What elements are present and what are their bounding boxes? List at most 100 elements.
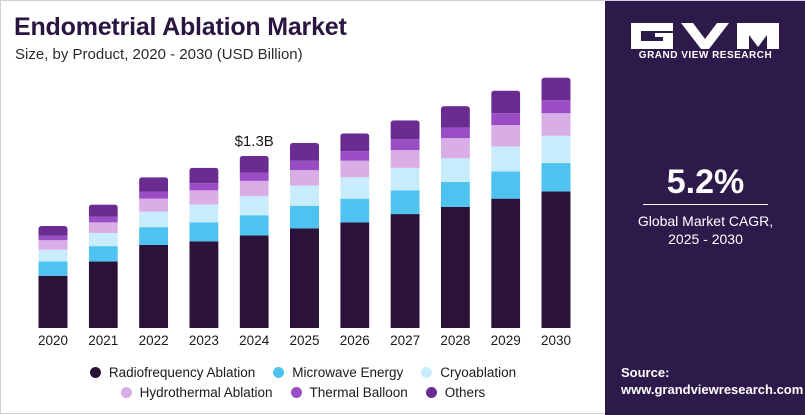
bar-stack-2028: [440, 106, 470, 328]
bar-segment-hydrothermal-ablation-2030: [541, 113, 571, 136]
x-tick-label: 2024: [239, 333, 270, 348]
bar-segment-others-2027: [390, 120, 420, 140]
chart-legend: Radiofrequency Ablation Microwave Energy C…: [1, 361, 605, 407]
bar-segment-others-2024: [239, 155, 269, 173]
bar-segment-radiofrequency-ablation-2021: [88, 261, 118, 328]
bar-segment-cryoablation-2026: [340, 177, 370, 199]
bar-segment-microwave-energy-2020: [38, 261, 68, 276]
bar-segment-cryoablation-2025: [290, 185, 319, 206]
bar-segment-others-2028: [440, 106, 470, 128]
x-tick-label: 2027: [390, 333, 420, 348]
stacked-bar-chart: 2020 2021 2022 2023 2024 $1.3B 2025 2026 2027 202…: [38, 77, 571, 348]
bar-stack-2030: [541, 77, 571, 328]
x-tick-label: 2028: [440, 333, 470, 348]
bar-stack-2026: [340, 133, 370, 328]
bar-segment-radiofrequency-ablation-2027: [390, 214, 420, 328]
bar-segment-others-2026: [340, 133, 370, 152]
bar-stack-2021: [88, 204, 118, 328]
bar-segment-cryoablation-2021: [88, 233, 118, 247]
source-url: www.grandviewresearch.com: [621, 382, 804, 397]
bar-segment-hydrothermal-ablation-2027: [390, 150, 420, 168]
x-tick-label: 2023: [189, 333, 219, 348]
bar-segment-thermal-balloon-2021: [88, 216, 118, 223]
x-tick-label: 2029: [491, 333, 521, 348]
bar-segment-radiofrequency-ablation-2020: [38, 275, 68, 328]
bar-segment-cryoablation-2027: [390, 167, 420, 191]
bar-segment-hydrothermal-ablation-2025: [290, 170, 319, 186]
x-tick-label: 2022: [139, 333, 169, 348]
bar-segment-radiofrequency-ablation-2026: [340, 222, 370, 328]
legend-label: Thermal Balloon: [309, 384, 408, 400]
legend-row: Radiofrequency Ablation Microwave Energy C…: [1, 363, 605, 381]
bar-segment-cryoablation-2022: [139, 211, 169, 228]
bar-segment-hydrothermal-ablation-2026: [340, 160, 370, 178]
legend-item-hydrothermal-ablation: Hydrothermal Ablation: [120, 383, 273, 401]
bar-segment-hydrothermal-ablation-2023: [189, 190, 219, 205]
bar-segment-hydrothermal-ablation-2022: [139, 198, 169, 212]
cagr-value: 5.2%: [666, 163, 745, 201]
bar-stack-2020: [38, 225, 68, 328]
bar-segment-radiofrequency-ablation-2023: [189, 241, 219, 328]
chart-panel: Endometrial Ablation Market Size, by Pro…: [1, 1, 605, 415]
legend-swatch: [89, 366, 101, 378]
bar-segment-thermal-balloon-2030: [541, 100, 571, 114]
side-panel: GRAND VIEW RESEARCH 5.2% Global Market C…: [605, 1, 805, 415]
legend-item-cryoablation: Cryoablation: [421, 363, 516, 381]
bar-segment-thermal-balloon-2029: [491, 113, 521, 126]
legend-label: Others: [444, 384, 486, 400]
bar-segment-microwave-energy-2029: [491, 171, 521, 199]
chart-subtitle: Size, by Product, 2020 - 2030 (USD Billi…: [15, 46, 303, 63]
bar-segment-others-2021: [88, 204, 118, 217]
bar-segment-microwave-energy-2022: [139, 227, 169, 245]
bar-segment-hydrothermal-ablation-2028: [440, 138, 470, 159]
legend-label: Cryoablation: [440, 364, 517, 380]
legend-swatch: [120, 386, 132, 398]
bar-segment-cryoablation-2029: [491, 146, 521, 172]
bar-segment-hydrothermal-ablation-2024: [239, 180, 269, 197]
bar-segment-cryoablation-2023: [189, 204, 219, 223]
source-label: Source:: [621, 365, 670, 380]
bar-segment-microwave-energy-2027: [390, 190, 420, 215]
bar-stack-2024: [239, 155, 269, 328]
x-tick-label: 2030: [541, 333, 571, 348]
bar-segment-thermal-balloon-2027: [390, 139, 420, 150]
bar-segment-others-2022: [139, 177, 169, 192]
bar-segment-microwave-energy-2021: [88, 246, 118, 262]
legend-swatch: [425, 386, 437, 398]
bar-segment-cryoablation-2028: [440, 158, 470, 183]
bar-segment-hydrothermal-ablation-2021: [88, 222, 118, 234]
legend-swatch: [290, 386, 302, 398]
legend-item-others: Others: [425, 383, 486, 401]
legend-swatch: [421, 366, 433, 378]
cagr-label: Global Market CAGR,: [637, 213, 774, 229]
bar-stack-2022: [139, 177, 169, 328]
bar-segment-hydrothermal-ablation-2029: [491, 125, 521, 147]
legend-item-microwave-energy: Microwave Energy: [273, 363, 403, 381]
legend-label: Radiofrequency Ablation: [108, 364, 256, 380]
bar-segment-radiofrequency-ablation-2024: [239, 235, 269, 328]
bar-segment-others-2025: [290, 142, 319, 161]
x-tick-label: 2020: [38, 333, 68, 348]
x-tick-label: 2021: [88, 333, 118, 348]
bar-segment-microwave-energy-2025: [290, 205, 319, 229]
bar-segment-thermal-balloon-2026: [340, 151, 370, 161]
bar-segment-cryoablation-2020: [38, 249, 68, 262]
grand-view-research-logo: [631, 23, 779, 49]
bar-segment-microwave-energy-2028: [440, 182, 470, 207]
legend-label: Microwave Energy: [292, 364, 404, 380]
bar-segment-thermal-balloon-2028: [440, 127, 470, 139]
bar-segment-microwave-energy-2030: [541, 163, 571, 192]
bar-stack-2029: [491, 90, 521, 328]
bar-segment-others-2020: [38, 225, 68, 236]
bar-segment-thermal-balloon-2023: [189, 183, 219, 191]
legend-item-thermal-balloon: Thermal Balloon: [290, 383, 408, 401]
bar-segment-cryoablation-2030: [541, 135, 571, 164]
bar-stack-2027: [390, 120, 420, 328]
bar-segment-radiofrequency-ablation-2029: [491, 198, 521, 328]
legend-swatch: [273, 366, 285, 378]
legend-item-radiofrequency-ablation: Radiofrequency Ablation: [89, 363, 256, 381]
bar-segment-thermal-balloon-2024: [239, 172, 269, 181]
x-tick-label: 2025: [289, 333, 319, 348]
bar-segment-microwave-energy-2023: [189, 222, 219, 242]
cagr-period: 2025 - 2030: [668, 231, 743, 247]
